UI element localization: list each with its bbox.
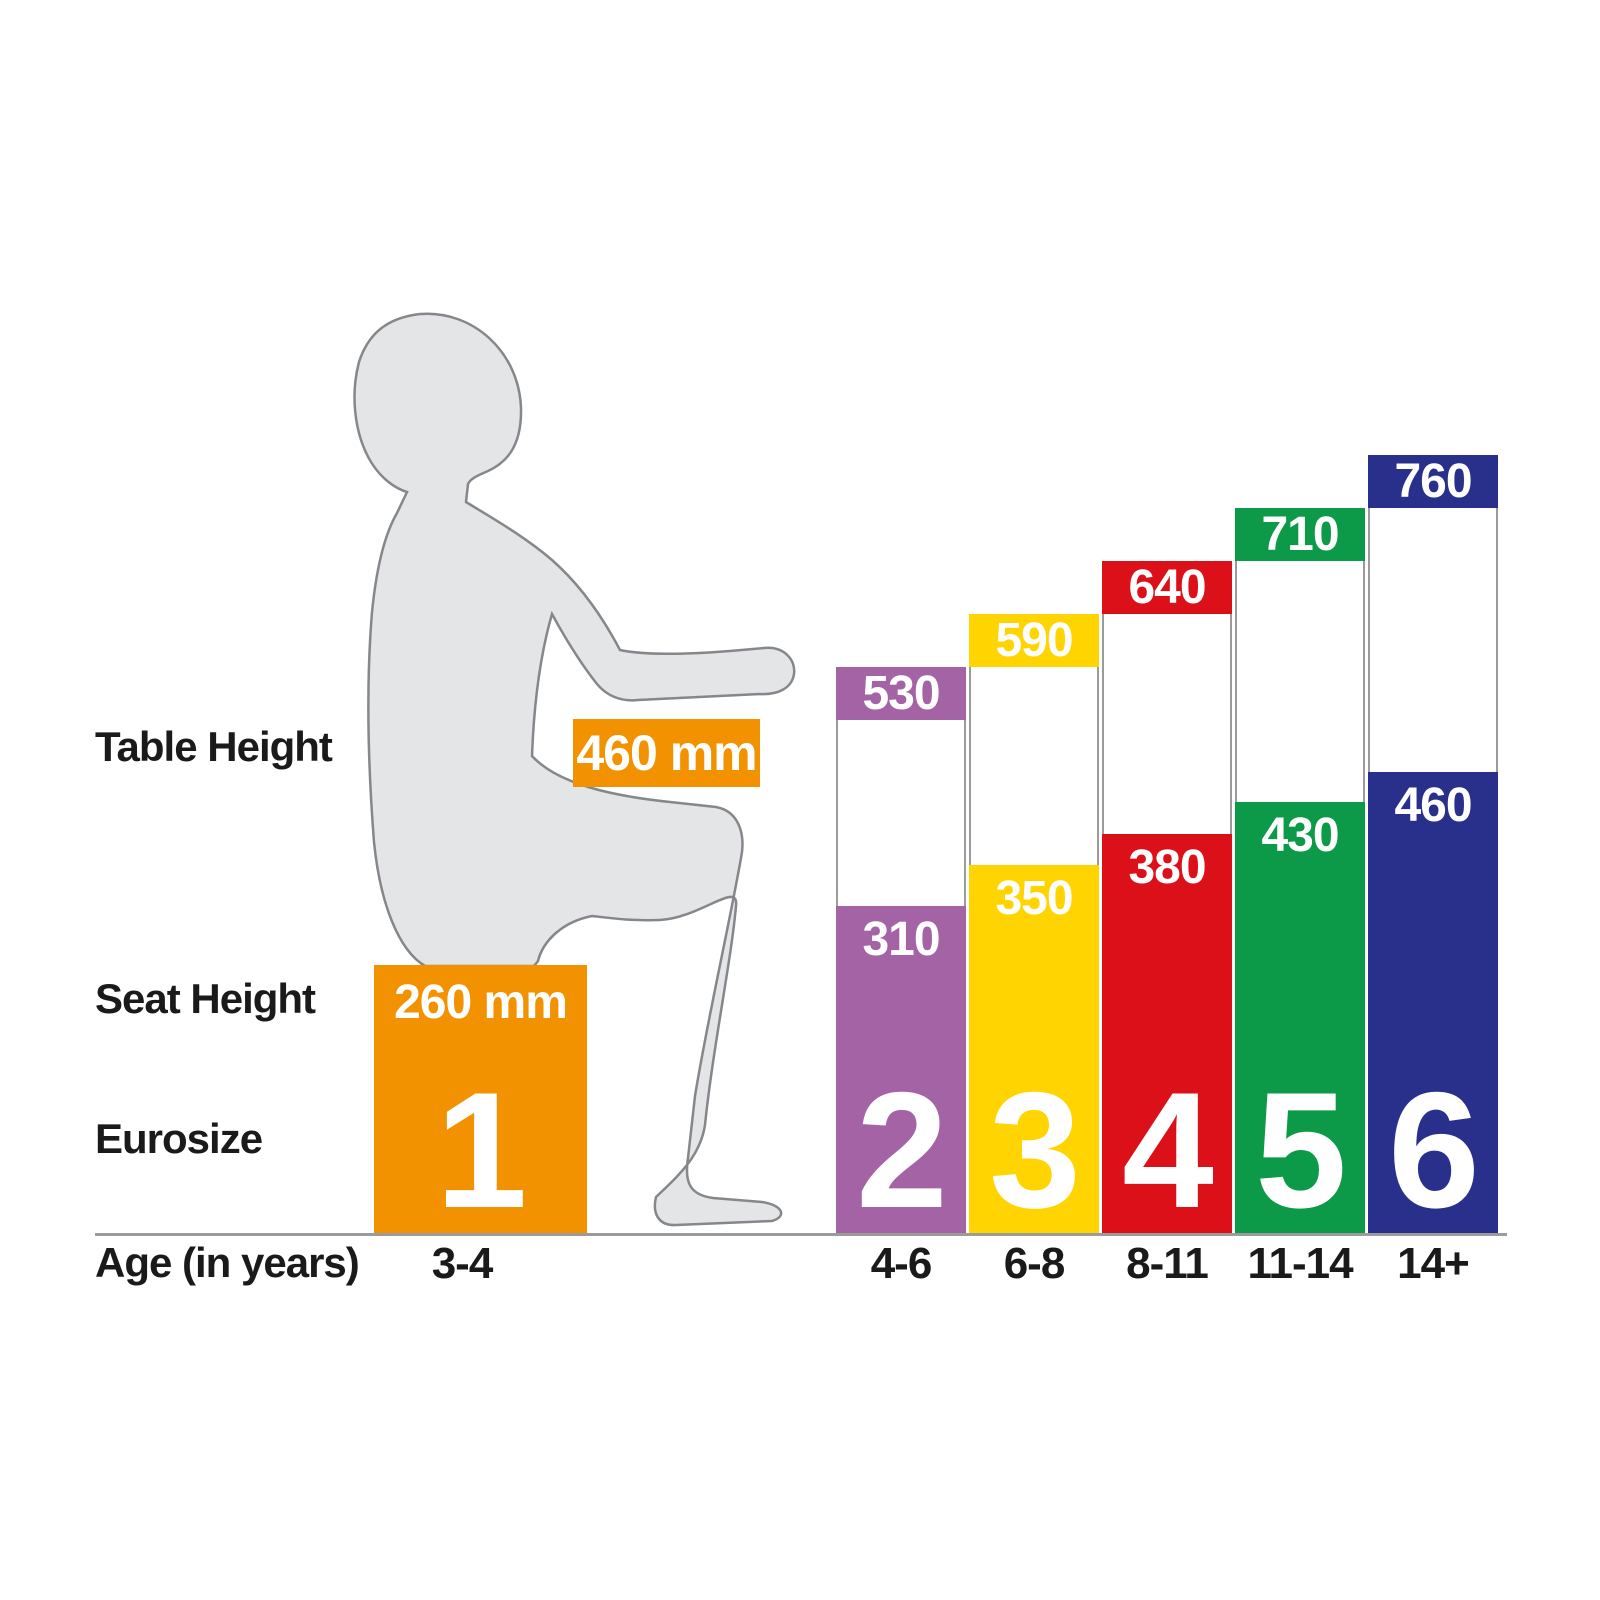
size1-table-height-value: 460 mm xyxy=(576,725,757,781)
eurosize-number: 4 xyxy=(1122,1058,1214,1243)
bar-size-2-middle xyxy=(836,720,966,906)
bar-size-4-middle xyxy=(1102,614,1232,834)
bar-size-3-table-cap: 590 xyxy=(969,614,1099,667)
bar-size-2-table-cap: 530 xyxy=(836,667,966,720)
table-height-value: 530 xyxy=(862,666,940,720)
age-label-1: 3-4 xyxy=(431,1239,494,1288)
silhouette-path xyxy=(353,312,796,1227)
bar-size-4-table-cap: 640 xyxy=(1102,561,1232,614)
bar-size-5-seat-block: 430 5 xyxy=(1235,802,1365,1233)
seat-height-value: 310 xyxy=(862,913,940,966)
seat-height-value: 380 xyxy=(1128,841,1206,894)
bar-size-3-seat-block: 350 3 xyxy=(969,865,1099,1233)
size1-table-height-box: 460 mm xyxy=(573,719,760,787)
table-height-label: Table Height xyxy=(95,723,333,770)
bar-size-2-seat-block: 310 2 xyxy=(836,906,966,1233)
size1-eurosize-number: 1 xyxy=(435,1058,528,1243)
bar-size-6-middle xyxy=(1368,508,1498,772)
seat-height-value: 430 xyxy=(1261,809,1339,862)
table-height-value: 590 xyxy=(995,613,1073,667)
eurosize-number: 6 xyxy=(1388,1058,1480,1243)
bar-size-4-seat-block: 380 4 xyxy=(1102,834,1232,1233)
age-label-6: 14+ xyxy=(1397,1239,1470,1288)
bar-size-3-middle xyxy=(969,667,1099,865)
seat-height-value: 460 xyxy=(1394,779,1472,832)
size1-seat-block: 260 mm 1 xyxy=(374,965,587,1233)
bar-size-5-middle xyxy=(1235,561,1365,802)
table-height-value: 760 xyxy=(1394,454,1472,508)
size1-seat-height-value: 260 mm xyxy=(394,976,568,1029)
eurosize-number: 2 xyxy=(856,1058,948,1243)
eurosize-number: 3 xyxy=(989,1058,1081,1243)
age-label-5: 11-14 xyxy=(1247,1239,1353,1288)
age-label-4: 8-11 xyxy=(1126,1239,1209,1288)
seat-height-value: 350 xyxy=(995,872,1073,925)
eurosize-label: Eurosize xyxy=(95,1115,263,1162)
eurosize-number: 5 xyxy=(1255,1058,1347,1243)
baseline xyxy=(95,1233,1507,1236)
bar-size-5-table-cap: 710 xyxy=(1235,508,1365,561)
age-label-2: 4-6 xyxy=(870,1239,933,1288)
table-height-value: 710 xyxy=(1261,507,1339,561)
age-label-3: 6-8 xyxy=(1003,1239,1066,1288)
seat-height-label: Seat Height xyxy=(95,975,316,1022)
age-axis-label: Age (in years) xyxy=(95,1239,360,1286)
bar-size-6-table-cap: 760 xyxy=(1368,455,1498,508)
table-height-value: 640 xyxy=(1128,560,1206,614)
bar-size-6-seat-block: 460 6 xyxy=(1368,772,1498,1233)
